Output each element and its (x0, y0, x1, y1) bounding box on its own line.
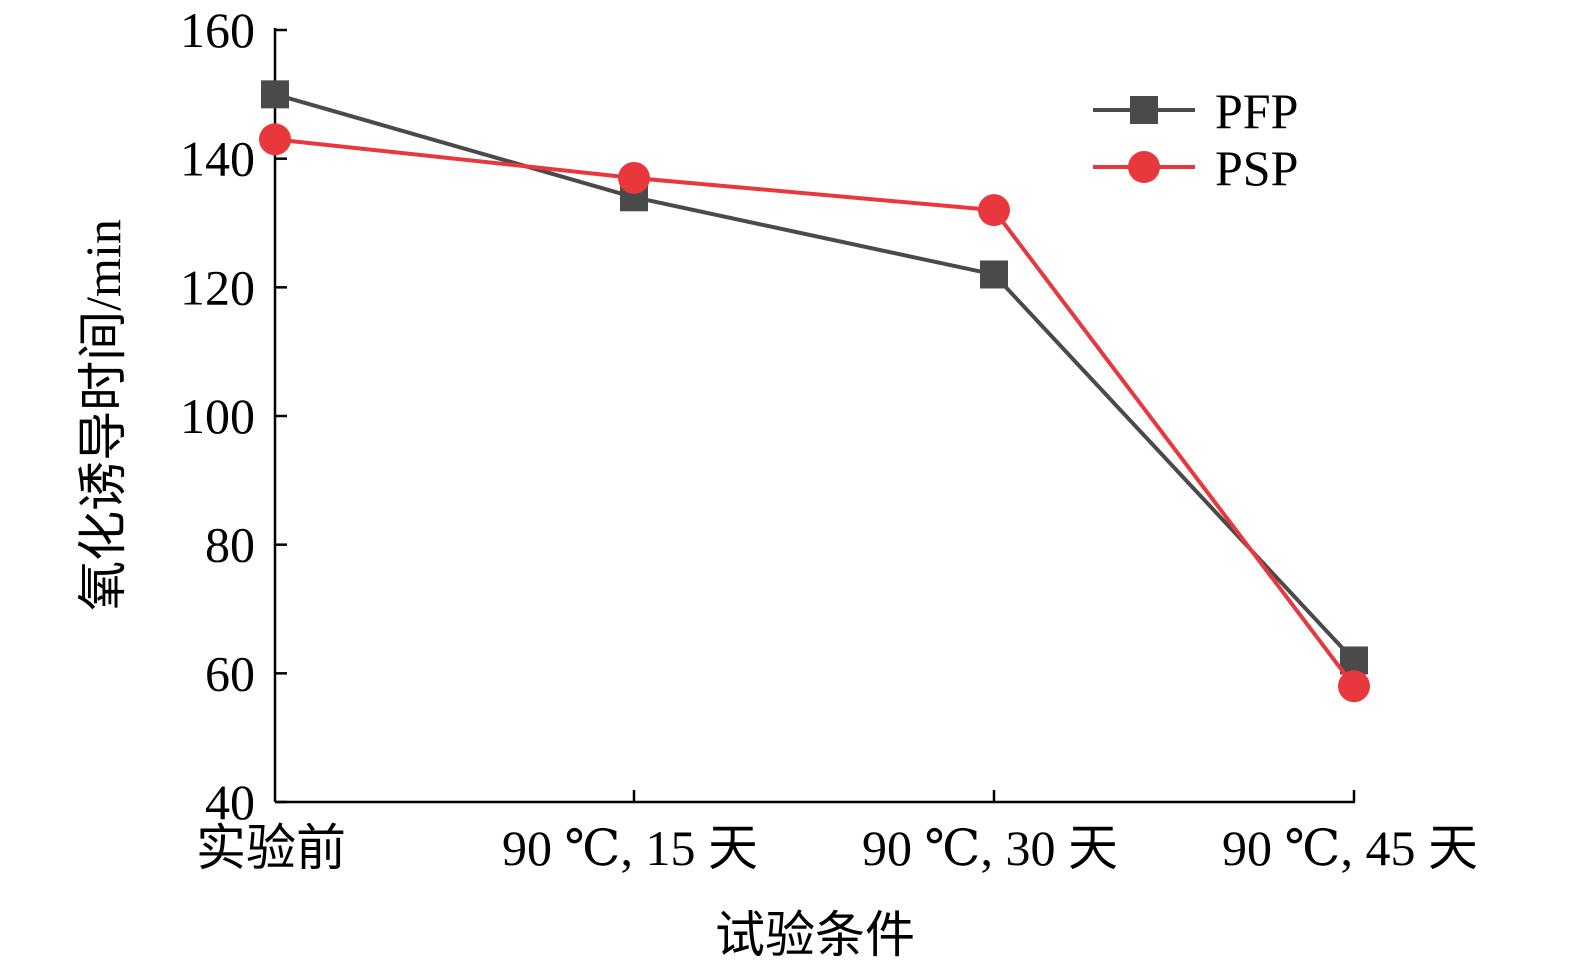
x-axis-title: 试验条件 (715, 907, 915, 963)
data-point-pfp (1340, 646, 1368, 675)
axes (273, 28, 1355, 804)
legend-label-pfp: PFP (1215, 83, 1298, 139)
legend-marker-psp (1128, 151, 1160, 183)
y-tick-label: 120 (180, 259, 255, 315)
legend-label-psp: PSP (1215, 140, 1298, 196)
series (259, 80, 1370, 703)
y-tick-label: 100 (180, 388, 255, 444)
y-tick-label: 40 (205, 774, 255, 830)
data-point-psp (1338, 670, 1370, 703)
data-point-pfp (261, 80, 289, 109)
data-point-psp (259, 123, 291, 156)
x-tick-label: 90 ℃, 45 天 (1222, 820, 1478, 876)
x-tick-label: 90 ℃, 15 天 (502, 820, 758, 876)
y-tick-label: 80 (205, 517, 255, 573)
data-point-psp (978, 194, 1010, 227)
x-tick-label: 90 ℃, 30 天 (862, 820, 1118, 876)
series-line-pfp (274, 92, 1356, 662)
x-tick-label: 实验前 (196, 820, 346, 876)
ticks: 40 60 80 100 120 140 160 实验前 90 ℃, 15 天 90 ℃, 30 … (180, 2, 1478, 876)
legend-marker-pfp (1130, 96, 1158, 124)
y-tick-label: 140 (180, 131, 255, 187)
y-tick-label: 60 (205, 645, 255, 701)
data-point-psp (618, 161, 650, 194)
series-line-psp (274, 137, 1356, 688)
y-tick-label: 160 (180, 2, 255, 58)
data-point-pfp (980, 260, 1008, 289)
y-axis-title: 氧化诱导时间/min (75, 219, 131, 611)
